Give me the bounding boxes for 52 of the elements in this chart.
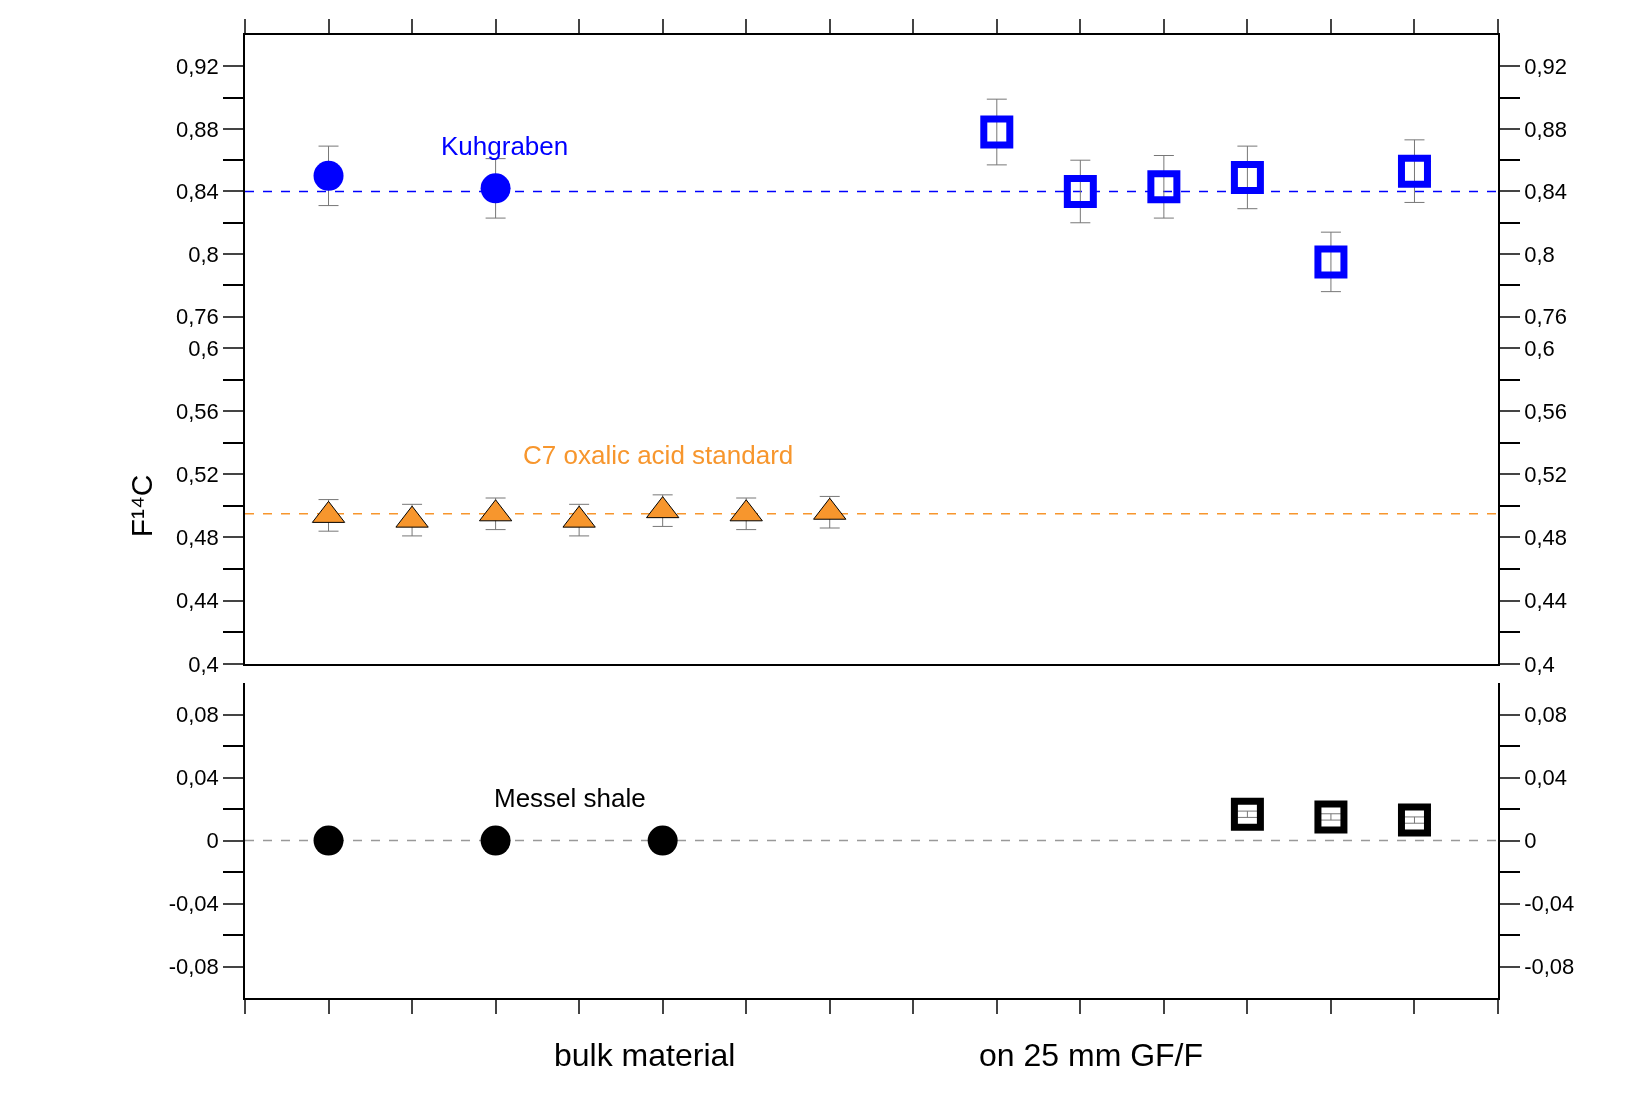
- y-tick-label: 0,76: [176, 304, 219, 330]
- point: [313, 825, 344, 856]
- y2-tick-label: 0,92: [1524, 54, 1567, 79]
- series-label: Messel shale: [494, 783, 646, 813]
- y2-tick-label: 0,56: [1524, 398, 1567, 424]
- point: [1314, 245, 1348, 279]
- y-tick-label: 0,08: [176, 702, 219, 728]
- y-tick-label: -0,04: [168, 891, 219, 917]
- y2-tick-label: 0,8: [1524, 241, 1555, 267]
- y2-tick-label: 0,6: [1524, 335, 1555, 361]
- y-tick-label: 0,8: [188, 241, 219, 267]
- y-tick-label: 0,88: [176, 116, 219, 142]
- y-tick-label: 0,56: [176, 398, 219, 424]
- y-tick-label: -0,08: [168, 954, 219, 980]
- series-label: Kuhgraben: [441, 131, 569, 161]
- y-tick-label: 0,44: [176, 588, 219, 614]
- y2-tick-label: 0,76: [1524, 304, 1567, 330]
- text: bulk material: [554, 1037, 736, 1073]
- point: [980, 115, 1014, 149]
- y-tick-label: 0,92: [176, 54, 219, 79]
- y2-tick-label: 0,52: [1524, 462, 1567, 488]
- y2-tick-label: 0,84: [1524, 179, 1567, 205]
- point: [313, 160, 344, 191]
- y-tick-label: 0,04: [176, 765, 219, 791]
- point: [647, 825, 678, 856]
- y2-tick-label: 0,44: [1524, 588, 1567, 614]
- y-tick-label: 0: [206, 828, 219, 854]
- y2-tick-label: 0,04: [1524, 765, 1567, 791]
- point: [1397, 803, 1431, 837]
- y-tick-label: 0,4: [188, 651, 219, 677]
- y2-tick-label: 0,88: [1524, 116, 1567, 142]
- y-tick-label: 0,84: [176, 179, 219, 205]
- y-tick-label: 0,48: [176, 525, 219, 551]
- y2-tick-label: -0,08: [1524, 954, 1575, 980]
- y2-tick-label: 0,48: [1524, 525, 1567, 551]
- point: [1397, 154, 1431, 188]
- point: [480, 173, 511, 204]
- point: [480, 825, 511, 856]
- series-label: C7 oxalic acid standard: [523, 440, 794, 470]
- point: [1063, 174, 1097, 208]
- text: on 25 mm GF/F: [979, 1037, 1204, 1073]
- point: [1314, 800, 1348, 834]
- y2-tick-label: -0,04: [1524, 891, 1575, 917]
- point: [1147, 170, 1181, 204]
- y-tick-label: 0,6: [188, 335, 219, 361]
- y-axis-title: F¹⁴C: [124, 474, 158, 538]
- y2-tick-label: 0: [1524, 828, 1537, 854]
- point: [1230, 160, 1264, 194]
- y2-tick-label: 0,4: [1524, 651, 1555, 677]
- y-tick-label: 0,52: [176, 462, 219, 488]
- y2-tick-label: 0,08: [1524, 702, 1567, 728]
- point: [1230, 797, 1264, 831]
